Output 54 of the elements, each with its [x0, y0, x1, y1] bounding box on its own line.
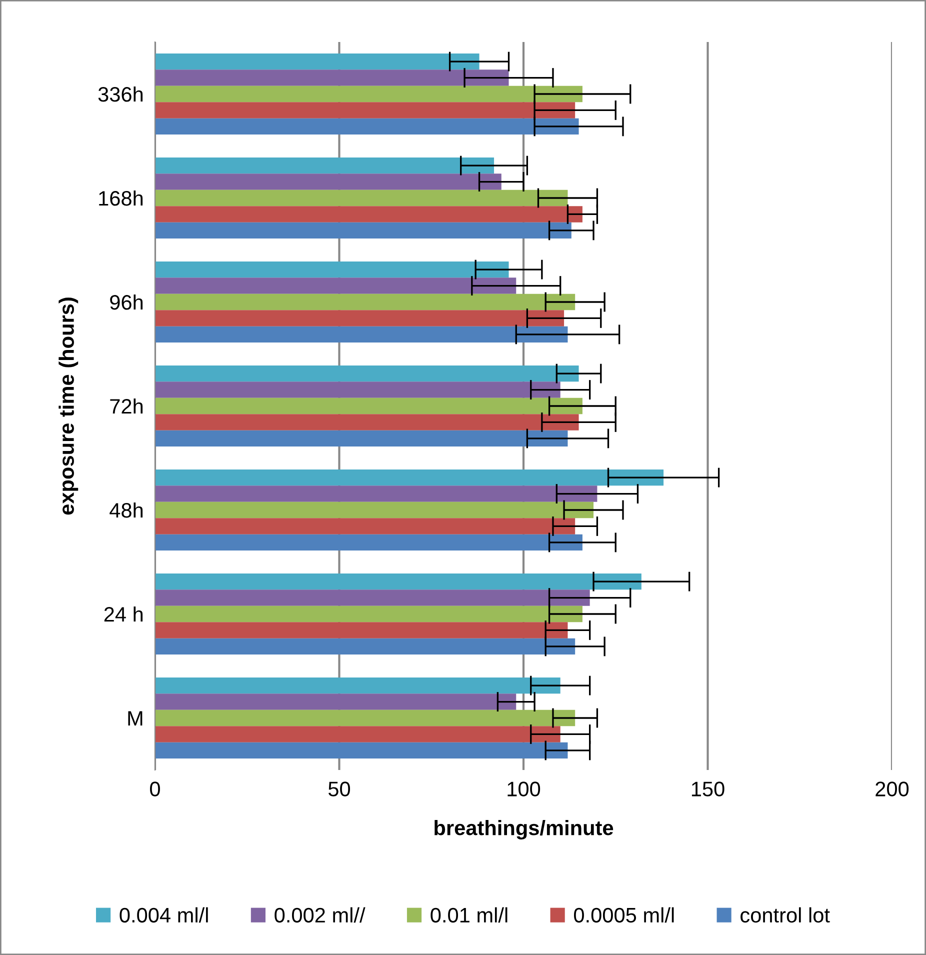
- y-tick-label: 168h: [99, 190, 143, 206]
- x-tick-label: 0: [150, 782, 160, 796]
- x-tick-label: 150: [692, 782, 724, 796]
- bar: [155, 573, 642, 590]
- bar: [155, 486, 598, 502]
- legend-label: 0.01 ml/l: [430, 907, 508, 923]
- bar: [155, 694, 516, 710]
- bar: [155, 606, 582, 622]
- bar: [155, 469, 664, 486]
- bar: [155, 502, 594, 518]
- bar: [155, 638, 576, 655]
- bar: [155, 365, 579, 382]
- bar: [155, 261, 509, 278]
- bar: [155, 622, 568, 638]
- legend-label: control lot: [740, 907, 830, 923]
- y-tick-label: M: [128, 711, 142, 726]
- bar: [155, 398, 582, 414]
- y-tick-label: 48h: [110, 502, 143, 518]
- legend-label: 0.004 ml/l: [120, 907, 208, 923]
- bar: [155, 710, 576, 726]
- y-tick-label: 96h: [110, 294, 143, 310]
- bar: [155, 206, 582, 222]
- bar: [155, 53, 480, 70]
- x-axis-title: breathings/minute: [434, 820, 614, 840]
- bar: [155, 222, 572, 239]
- legend-label: 0.0005 ml/l: [574, 907, 674, 923]
- y-tick-label: 24 h: [104, 606, 143, 622]
- y-tick-label: 336h: [98, 86, 143, 102]
- bar: [155, 534, 582, 551]
- bar: [155, 590, 590, 606]
- bar: [155, 518, 576, 534]
- bar: [155, 677, 560, 694]
- y-tick-label: 72h: [110, 398, 143, 414]
- bar: [155, 294, 576, 310]
- x-tick-label: 100: [508, 782, 540, 796]
- bar: [155, 102, 576, 118]
- bar: [155, 278, 516, 294]
- bar: [155, 326, 568, 343]
- bar: [155, 382, 560, 398]
- bar: [155, 310, 564, 326]
- bar: [155, 190, 568, 206]
- bar: [155, 430, 568, 447]
- bar: [155, 726, 560, 742]
- bar: [155, 70, 509, 86]
- x-tick-label: 50: [328, 782, 350, 796]
- bar: [155, 118, 579, 135]
- x-tick-label: 200: [876, 782, 909, 796]
- bar: [155, 174, 502, 190]
- bar: [155, 86, 582, 102]
- y-axis-title: exposure time (hours): [58, 298, 78, 515]
- bar: [155, 742, 568, 759]
- bar: [155, 414, 579, 430]
- bar: [155, 157, 494, 174]
- legend-label: 0.002 ml//: [274, 907, 366, 923]
